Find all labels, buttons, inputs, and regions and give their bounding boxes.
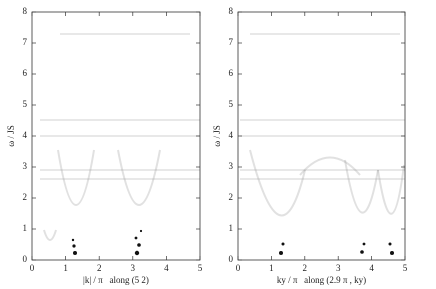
spot [362,242,366,246]
y-tick-label: 3 [23,161,28,171]
x-tick-label: 4 [164,263,169,273]
x-tick-label: 0 [236,263,241,273]
spot [137,243,141,247]
x-tick-label: 2 [303,263,308,273]
dispersion [43,229,57,241]
x-axis-label: ky / π along (2.9 π , ky) [277,275,366,285]
y-tick-label: 1 [23,223,28,233]
y-tick-label: 1 [229,223,234,233]
x-tick-label: 5 [403,263,408,273]
x-tick-label: 2 [97,263,102,273]
spot [279,251,283,255]
y-tick-label: 5 [23,99,28,109]
y-tick-label: 4 [23,130,28,140]
spot [388,242,392,246]
y-tick-label: 3 [229,161,234,171]
dispersion [377,164,405,215]
spot [73,251,77,255]
spot [72,244,76,248]
spot [134,250,140,256]
y-tick-label: 4 [229,130,234,140]
y-axis-label: ω / JS [6,125,16,146]
x-tick-label: 1 [63,263,68,273]
spot [139,229,143,233]
y-axis-label: ω / JS [212,125,222,146]
x-tick-label: 3 [131,263,136,273]
x-tick-label: 3 [336,263,341,273]
spot [360,250,364,254]
y-tick-label: 2 [229,192,234,202]
y-tick-label: 0 [229,254,234,264]
x-axis-label: |k| / π along (5 2) [83,275,149,285]
dispersion [249,149,306,217]
y-tick-label: 7 [23,37,28,47]
y-tick-label: 0 [23,254,28,264]
dispersion [299,156,361,176]
x-tick-label: 1 [269,263,274,273]
left-panel-features [40,33,200,256]
y-tick-label: 2 [23,192,28,202]
y-tick-label: 6 [23,68,28,78]
dispersion [57,149,95,206]
x-tick-label: 0 [30,263,35,273]
y-tick-label: 8 [229,6,234,16]
y-tick-label: 6 [229,68,234,78]
x-tick-label: 5 [198,263,203,273]
y-tick-label: 7 [229,37,234,47]
spot [281,242,285,246]
dispersion [117,149,161,206]
dispersion [344,159,379,214]
spot [134,236,138,240]
x-tick-label: 4 [369,263,374,273]
spot [390,251,394,255]
y-tick-label: 5 [229,99,234,109]
spot [71,238,75,242]
right-panel-features [240,33,405,255]
y-tick-label: 8 [23,6,28,16]
